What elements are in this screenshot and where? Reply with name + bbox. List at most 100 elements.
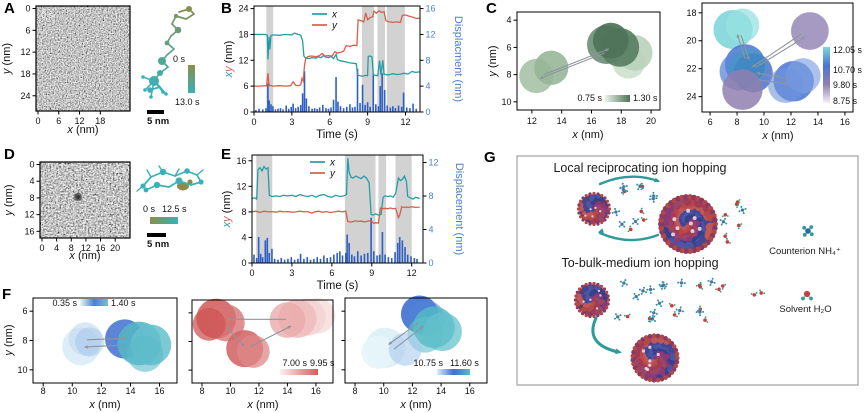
displacement-bar bbox=[290, 257, 293, 263]
svg-text:5 nm: 5 nm bbox=[147, 116, 169, 127]
svg-text:Time (s): Time (s) bbox=[317, 280, 359, 292]
displacement-bar bbox=[316, 257, 319, 263]
molecule-position-bubble bbox=[534, 50, 569, 85]
panel-label-b: B bbox=[221, 0, 232, 17]
displacement-bar bbox=[301, 93, 304, 112]
svg-text:12: 12 bbox=[236, 181, 246, 191]
molecule-position-bubble bbox=[126, 335, 164, 372]
solvent-ion-field bbox=[719, 199, 747, 244]
displacement-bar bbox=[321, 104, 324, 112]
displacement-bar bbox=[327, 108, 330, 112]
displacement-bar bbox=[319, 258, 322, 263]
displacement-bar bbox=[265, 108, 267, 112]
hop-arrow bbox=[541, 52, 606, 79]
arrowhead bbox=[122, 336, 127, 341]
svg-text:16: 16 bbox=[840, 117, 850, 127]
displacement-bar bbox=[305, 98, 308, 112]
arrowhead bbox=[746, 56, 750, 61]
svg-text:16: 16 bbox=[465, 386, 475, 396]
svg-text:8: 8 bbox=[41, 386, 46, 396]
timeseries-chart-e: 0 4 8 12 16 0 4 8 12 0 3 6 9 12 Time (s) xy (nm) Displac… bbox=[221, 154, 465, 292]
y-position-line bbox=[251, 205, 420, 225]
hop-arrow bbox=[393, 326, 423, 350]
molecule-position-bubble bbox=[68, 322, 103, 356]
displacement-bar bbox=[396, 242, 399, 263]
svg-text:14: 14 bbox=[125, 386, 135, 396]
x-position-line bbox=[251, 158, 420, 216]
panel-label-a: A bbox=[4, 0, 15, 17]
arrowhead bbox=[227, 317, 232, 321]
svg-text:12.05 s: 12.05 s bbox=[833, 45, 862, 55]
displacement-bar bbox=[279, 108, 282, 112]
svg-text:16: 16 bbox=[426, 4, 436, 14]
displacement-bar bbox=[376, 255, 378, 263]
svg-text:16: 16 bbox=[24, 226, 34, 236]
time-colorbar bbox=[150, 217, 178, 224]
displacement-bar bbox=[277, 259, 279, 263]
ts-b-content: 0 6 12 18 24 0 4 8 12 16 0 3 6 9 12 Time (s) xy (nm) Disp… bbox=[223, 4, 464, 141]
molecule-position-bubble bbox=[725, 8, 760, 43]
svg-text:9: 9 bbox=[365, 117, 370, 127]
svg-text:10: 10 bbox=[759, 117, 769, 127]
solvent-ion-field bbox=[611, 182, 658, 233]
displacement-bar bbox=[413, 257, 416, 263]
arrowhead bbox=[419, 325, 424, 330]
svg-text:x (nm): x (nm) bbox=[66, 124, 98, 136]
time-colorbar bbox=[188, 65, 195, 93]
particle-trajectory bbox=[136, 165, 204, 193]
svg-text:12: 12 bbox=[400, 117, 410, 127]
hop-arrow bbox=[389, 322, 419, 344]
displacement-bar bbox=[274, 109, 277, 112]
displacement-bar bbox=[359, 102, 361, 112]
scale-bar bbox=[147, 233, 166, 237]
polyoxometalate-cluster bbox=[576, 191, 612, 227]
displacement-bar bbox=[325, 108, 327, 112]
svg-text:8: 8 bbox=[506, 70, 511, 80]
hopping-map-f3: 8 10 12 14 16 x (nm) 10.75 s 11.60 s bbox=[341, 295, 488, 411]
y-position-line bbox=[254, 9, 420, 87]
displacement-bar bbox=[268, 252, 271, 263]
svg-text:4: 4 bbox=[506, 15, 511, 25]
displacement-bar bbox=[404, 247, 406, 263]
svg-text:x (nm): x (nm) bbox=[571, 129, 603, 141]
displacement-bar bbox=[345, 252, 347, 263]
svg-text:y (nm): y (nm) bbox=[487, 45, 499, 77]
svg-text:22: 22 bbox=[686, 64, 696, 74]
svg-text:3: 3 bbox=[289, 268, 294, 278]
svg-text:8: 8 bbox=[199, 386, 204, 396]
displacement-bar bbox=[384, 254, 386, 263]
panel-label-g: G bbox=[484, 149, 496, 166]
displacement-bar bbox=[293, 259, 296, 263]
displacement-bar bbox=[339, 106, 342, 112]
molecule-position-bubble bbox=[75, 327, 105, 357]
hop-arrow bbox=[758, 72, 788, 80]
displacement-bar bbox=[253, 254, 255, 263]
schematic-title-to-bulk: To-bulk-medium ion hopping bbox=[561, 256, 719, 270]
time-colorbar bbox=[823, 47, 830, 103]
molecule-position-bubble bbox=[192, 307, 226, 341]
hop-arrow bbox=[753, 33, 803, 67]
displacement-bar bbox=[409, 108, 411, 112]
svg-text:y (nm): y (nm) bbox=[3, 324, 15, 356]
svg-text:24: 24 bbox=[238, 4, 248, 14]
svg-text:12: 12 bbox=[407, 386, 417, 396]
displacement-bar bbox=[271, 248, 273, 263]
ts-e-content: 0 4 8 12 16 0 4 8 12 0 3 6 9 12 Time (s) xy (nm) Displac… bbox=[221, 154, 465, 292]
displacement-bar bbox=[339, 251, 341, 263]
arrowhead bbox=[598, 228, 604, 233]
svg-text:0: 0 bbox=[35, 116, 40, 126]
afm-noise-image bbox=[36, 6, 130, 111]
arrowhead bbox=[240, 342, 245, 347]
svg-text:xy (nm): xy (nm) bbox=[223, 41, 235, 79]
schematic-border bbox=[516, 155, 859, 386]
svg-text:Time (s): Time (s) bbox=[316, 129, 358, 141]
displacement-bar bbox=[287, 108, 290, 112]
svg-text:5 nm: 5 nm bbox=[147, 239, 169, 250]
hop-arrow bbox=[225, 326, 244, 346]
svg-text:x (nm): x (nm) bbox=[399, 399, 431, 411]
svg-text:13.0 s: 13.0 s bbox=[175, 97, 200, 107]
displacement-bar bbox=[394, 108, 397, 112]
svg-text:14: 14 bbox=[813, 117, 823, 127]
counterion-legend-label: Counterion NH₄⁺ bbox=[769, 246, 841, 257]
displacement-bar bbox=[361, 84, 364, 112]
